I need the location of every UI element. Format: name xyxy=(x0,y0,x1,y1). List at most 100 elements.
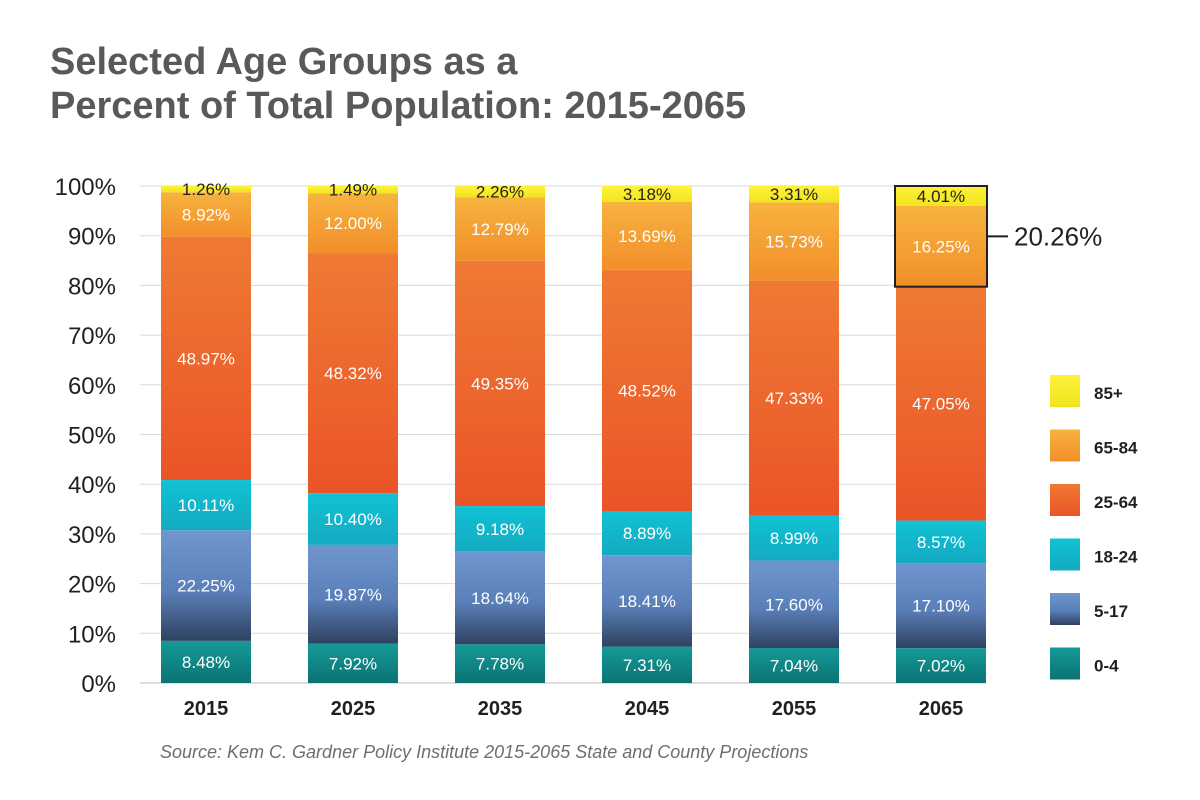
bar-segment xyxy=(161,640,251,683)
data-label: 12.79% xyxy=(471,220,529,239)
bar-segment xyxy=(308,193,398,254)
data-label: 2.26% xyxy=(476,183,524,202)
data-label: 18.64% xyxy=(471,589,529,608)
legend-label: 18-24 xyxy=(1094,548,1138,567)
data-label: 7.02% xyxy=(917,657,965,676)
y-tick-label: 30% xyxy=(68,522,116,549)
bar-segment xyxy=(161,480,251,531)
bar-segment xyxy=(749,202,839,281)
bar-segment xyxy=(455,551,545,645)
data-label: 8.48% xyxy=(182,653,230,672)
y-tick-label: 60% xyxy=(68,373,116,400)
legend-label: 65-84 xyxy=(1094,439,1138,458)
legend-swatch xyxy=(1050,429,1080,462)
highlight-box xyxy=(894,185,988,288)
bar-segment xyxy=(308,493,398,545)
data-label: 8.89% xyxy=(623,524,671,543)
bar-segment xyxy=(749,280,839,516)
callout-label: 20.26% xyxy=(1014,221,1102,251)
data-label: 22.25% xyxy=(177,577,235,596)
bar-segment xyxy=(161,186,251,193)
y-tick-label: 90% xyxy=(68,224,116,251)
y-tick-label: 40% xyxy=(68,472,116,499)
data-label: 48.97% xyxy=(177,349,235,368)
bar-segment xyxy=(455,197,545,261)
legend: 85+ 65-84 25-64 18-24 5-17 0-4 xyxy=(1050,375,1138,680)
data-label: 9.18% xyxy=(476,520,524,539)
data-label: 13.69% xyxy=(618,227,676,246)
bars: 8.48% 22.25% 10.11% 48.97% 8.92% 1.26% 7.92% 19… xyxy=(161,180,986,683)
y-tick-label: 50% xyxy=(68,423,116,450)
bar-segment xyxy=(602,555,692,647)
legend-swatch xyxy=(1050,375,1080,407)
bar-segment xyxy=(308,544,398,644)
chart-title-line2: Percent of Total Population: 2015-2065 xyxy=(50,85,747,127)
gridlines xyxy=(140,185,985,684)
legend-swatch xyxy=(1050,593,1080,625)
data-label: 8.99% xyxy=(770,529,818,548)
bar-segment xyxy=(161,530,251,641)
legend-label: 85+ xyxy=(1094,384,1123,403)
y-axis: 0% 10% 20% 30% 40% 50% 60% 70% 80% 90% 100% xyxy=(55,174,116,698)
data-label: 7.31% xyxy=(623,656,671,675)
bar-segment xyxy=(602,269,692,511)
bar-segment xyxy=(308,253,398,494)
legend-label: 5-17 xyxy=(1094,602,1128,621)
data-label: 10.40% xyxy=(324,510,382,529)
data-label: 1.49% xyxy=(329,181,377,200)
data-label: 4.01% xyxy=(917,187,965,206)
y-tick-label: 0% xyxy=(81,671,116,698)
y-tick-label: 80% xyxy=(68,273,116,300)
x-tick-label: 2065 xyxy=(919,698,964,720)
data-label: 1.26% xyxy=(182,180,230,199)
x-tick-label: 2045 xyxy=(625,698,670,720)
bar-segment xyxy=(749,186,839,203)
data-label: 3.18% xyxy=(623,185,671,204)
data-label: 48.32% xyxy=(324,364,382,383)
data-label: 10.11% xyxy=(178,496,234,515)
x-tick-label: 2055 xyxy=(772,698,817,720)
y-tick-label: 100% xyxy=(55,174,116,201)
data-label: 17.10% xyxy=(912,597,970,616)
data-label: 7.04% xyxy=(770,657,818,676)
bar-segment xyxy=(161,192,251,237)
data-label: 8.57% xyxy=(917,533,965,552)
legend-label: 0-4 xyxy=(1094,657,1119,676)
bar-segment xyxy=(749,648,839,683)
data-label: 12.00% xyxy=(324,214,382,233)
chart-title: Selected Age Groups as a Percent of Tota… xyxy=(50,40,746,128)
data-label: 18.41% xyxy=(618,592,676,611)
data-label: 16.25% xyxy=(912,237,970,256)
bar-segment xyxy=(455,506,545,552)
bar-segment xyxy=(749,560,839,649)
source-note: Source: Kem C. Gardner Policy Institute … xyxy=(160,742,809,762)
y-tick-label: 70% xyxy=(68,323,116,350)
x-tick-label: 2035 xyxy=(478,698,523,720)
data-label: 49.35% xyxy=(471,374,529,393)
legend-swatch xyxy=(1050,538,1080,571)
data-label: 19.87% xyxy=(324,585,382,604)
x-axis: 2015 2025 2035 2045 2055 2065 xyxy=(184,698,964,720)
chart-title-line1: Selected Age Groups as a xyxy=(50,41,518,83)
bar-segment xyxy=(896,186,986,206)
data-label: 15.73% xyxy=(765,233,823,252)
bar-segment xyxy=(896,563,986,649)
bar-segment xyxy=(161,236,251,481)
legend-swatch xyxy=(1050,484,1080,516)
bar-segment xyxy=(896,205,986,287)
bar-segment xyxy=(602,186,692,202)
y-tick-label: 20% xyxy=(68,572,116,599)
legend-label: 25-64 xyxy=(1094,493,1138,512)
data-label: 7.92% xyxy=(329,654,377,673)
data-label: 3.31% xyxy=(770,185,818,204)
highlight-callout: 20.26% xyxy=(894,185,1102,288)
bar-segment xyxy=(896,648,986,683)
bar-segment xyxy=(455,644,545,683)
x-tick-label: 2025 xyxy=(331,698,376,720)
legend-swatch xyxy=(1050,647,1080,680)
bar-segment xyxy=(455,186,545,198)
bar-segment xyxy=(308,186,398,194)
bar-segment xyxy=(602,201,692,270)
bar-segment xyxy=(602,646,692,683)
